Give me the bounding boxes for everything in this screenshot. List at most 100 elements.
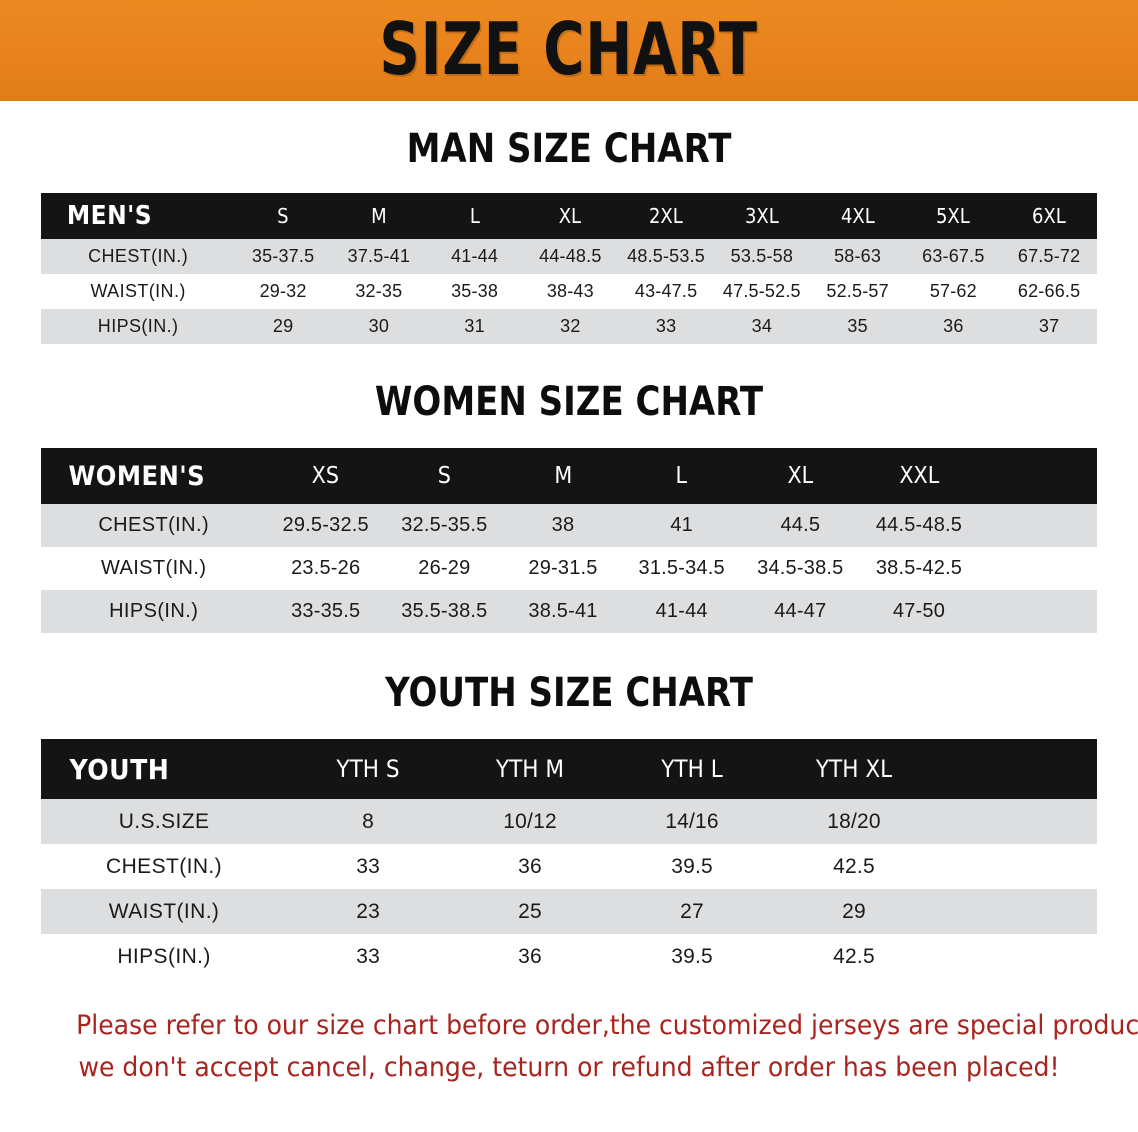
- man-size-table-wrapper: MEN'S S M L XL 2XL 3XL 4XL 5XL 6XL CHEST(IN.) 35-3…: [41, 193, 1097, 344]
- women-corner-label: WOMEN'S: [68, 460, 206, 492]
- table-row: HIPS(IN.) 33 36 39.5 42.5: [41, 934, 1097, 979]
- youth-cell: 39.5: [671, 854, 713, 878]
- women-size-header: XXL: [899, 463, 939, 489]
- women-cell: 33-35.5: [291, 600, 361, 622]
- women-size-table: WOMEN'S XS S M L XL XXL CHEST(IN.) 29.5-32.5 32.…: [41, 448, 1097, 633]
- women-cell: 29-31.5: [528, 557, 598, 579]
- table-row: CHEST(IN.) 35-37.5 37.5-41 41-44 44-48.5 48.5…: [41, 239, 1097, 274]
- man-cell: 35: [847, 316, 868, 336]
- man-cell: 32-35: [355, 281, 403, 301]
- man-corner-label: MEN'S: [66, 201, 153, 231]
- women-cell: 38.5-42.5: [875, 557, 963, 579]
- youth-cell: 27: [680, 899, 704, 923]
- youth-table-body: U.S.SIZE 8 10/12 14/16 18/20 CHEST(IN.) 33 36 39…: [41, 799, 1097, 979]
- man-cell: 37.5-41: [347, 246, 411, 266]
- women-cell: 35.5-38.5: [401, 600, 488, 622]
- women-cell: 34.5-38.5: [757, 557, 844, 579]
- youth-cell: 36: [518, 854, 542, 878]
- order-policy-note: Please refer to our size chart before or…: [76, 1005, 1138, 1089]
- man-size-header: 3XL: [744, 204, 779, 228]
- man-header-row: MEN'S S M L XL 2XL 3XL 4XL 5XL 6XL: [41, 193, 1097, 239]
- youth-size-header: [943, 739, 1089, 799]
- women-cell: 32.5-35.5: [401, 514, 488, 536]
- man-cell: 43-47.5: [634, 281, 698, 301]
- man-row-label: CHEST(IN.): [88, 246, 189, 266]
- youth-cell: 25: [518, 899, 542, 923]
- table-row: WAIST(IN.) 29-32 32-35 35-38 38-43 43-47.5 47.…: [41, 274, 1097, 309]
- youth-row-label: HIPS(IN.): [117, 944, 211, 968]
- man-size-header: M: [371, 204, 387, 228]
- youth-size-header: YTH S: [336, 755, 400, 783]
- page-banner: SIZE CHART: [0, 0, 1138, 101]
- section-title-man: MAN SIZE CHART: [406, 126, 732, 172]
- table-row: HIPS(IN.) 33-35.5 35.5-38.5 38.5-41 41-44 44-…: [41, 590, 1097, 633]
- women-cell: [978, 590, 1097, 633]
- youth-size-table-wrapper: YOUTH YTH S YTH M YTH L YTH XL U.S.SIZE 8 10/1…: [41, 739, 1097, 979]
- women-row-label: WAIST(IN.): [100, 557, 207, 579]
- youth-cell: 42.5: [833, 944, 875, 968]
- table-row: WAIST(IN.) 23.5-26 26-29 29-31.5 31.5-34.5 34…: [41, 547, 1097, 590]
- women-cell: 29.5-32.5: [282, 514, 369, 536]
- women-size-table-wrapper: WOMEN'S XS S M L XL XXL CHEST(IN.) 29.5-32.5 32.…: [41, 448, 1097, 633]
- order-policy-note-line-1: Please refer to our size chart before or…: [76, 1010, 1138, 1041]
- women-size-header: [984, 448, 1091, 504]
- table-row: CHEST(IN.) 29.5-32.5 32.5-35.5 38 41 44.5 44.5…: [41, 504, 1097, 547]
- table-row: CHEST(IN.) 33 36 39.5 42.5: [41, 844, 1097, 889]
- youth-cell: 36: [518, 944, 542, 968]
- man-cell: 62-66.5: [1017, 281, 1081, 301]
- man-cell: 29-32: [259, 281, 307, 301]
- man-cell: 34: [751, 316, 773, 336]
- youth-table-head: YOUTH YTH S YTH M YTH L YTH XL: [41, 739, 1097, 799]
- youth-row-label: WAIST(IN.): [108, 899, 220, 923]
- man-cell: 35-37.5: [251, 246, 315, 266]
- women-cell: 47-50: [892, 600, 946, 622]
- man-size-header: 4XL: [840, 204, 875, 228]
- women-cell: 44.5-48.5: [875, 514, 963, 536]
- women-row-label: HIPS(IN.): [109, 600, 199, 622]
- man-cell: 63-67.5: [922, 246, 985, 266]
- women-cell: 44-47: [774, 600, 827, 622]
- man-cell: 44-48.5: [539, 246, 602, 266]
- youth-cell: 33: [356, 944, 380, 968]
- section-title-youth: YOUTH SIZE CHART: [385, 670, 753, 716]
- man-size-header: XL: [559, 204, 582, 228]
- man-size-header: 2XL: [649, 204, 683, 228]
- table-row: U.S.SIZE 8 10/12 14/16 18/20: [41, 799, 1097, 844]
- man-size-header: 5XL: [936, 204, 971, 228]
- youth-cell: 39.5: [671, 944, 713, 968]
- man-size-table: MEN'S S M L XL 2XL 3XL 4XL 5XL 6XL CHEST(IN.) 35-3…: [41, 193, 1097, 344]
- man-size-header: S: [277, 204, 289, 228]
- women-size-header: M: [554, 463, 572, 489]
- women-row-label: CHEST(IN.): [98, 514, 210, 536]
- women-cell: 41-44: [655, 600, 708, 622]
- youth-cell: [935, 934, 1097, 979]
- man-cell: 38-43: [546, 281, 594, 301]
- women-cell: 31.5-34.5: [638, 557, 725, 579]
- man-cell: 58-63: [834, 246, 882, 266]
- man-cell: 48.5-53.5: [627, 246, 706, 266]
- youth-row-label: CHEST(IN.): [106, 854, 223, 878]
- youth-cell: 8: [362, 809, 375, 833]
- women-cell: [978, 547, 1097, 590]
- women-cell: 41: [670, 514, 693, 536]
- man-table-head: MEN'S S M L XL 2XL 3XL 4XL 5XL 6XL: [41, 193, 1097, 239]
- man-cell: 37: [1038, 316, 1060, 336]
- man-cell: 36: [943, 316, 964, 336]
- youth-cell: [935, 799, 1097, 844]
- youth-cell: 33: [356, 854, 380, 878]
- table-row: WAIST(IN.) 23 25 27 29: [41, 889, 1097, 934]
- man-row-label: HIPS(IN.): [97, 316, 179, 336]
- youth-size-header: YTH XL: [815, 755, 893, 783]
- youth-cell: 18/20: [827, 809, 881, 833]
- youth-cell: [935, 844, 1097, 889]
- women-cell: [978, 504, 1097, 547]
- man-table-body: CHEST(IN.) 35-37.5 37.5-41 41-44 44-48.5 48.5…: [41, 239, 1097, 344]
- man-size-header: 6XL: [1032, 204, 1067, 228]
- man-cell: 32: [560, 316, 581, 336]
- youth-cell: 14/16: [665, 809, 719, 833]
- man-cell: 53.5-58: [730, 246, 794, 266]
- women-cell: 38: [551, 514, 575, 536]
- women-cell: 38.5-41: [528, 600, 598, 622]
- youth-corner-label: YOUTH: [69, 752, 170, 786]
